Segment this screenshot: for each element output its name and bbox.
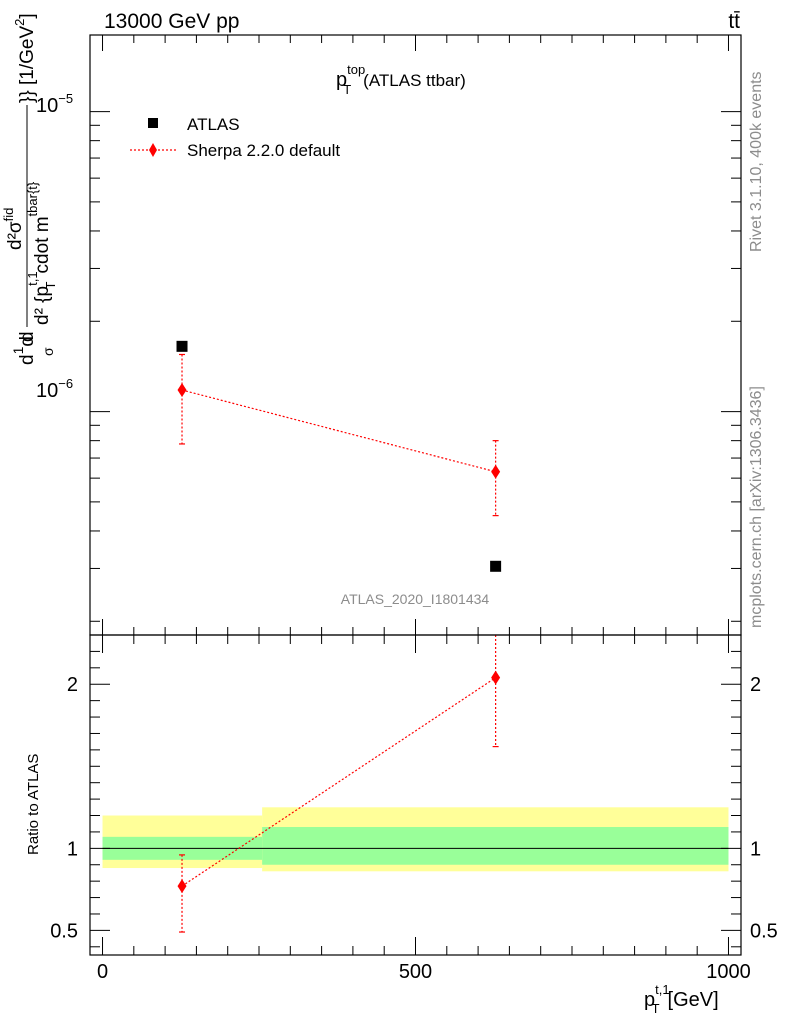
ratio-ytick-label-right: 0.5 xyxy=(750,920,778,942)
atlas-data-point xyxy=(176,340,188,352)
ratio-ytick-label-right: 1 xyxy=(750,838,761,860)
ratio-ytick-label-left: 0.5 xyxy=(50,920,78,942)
svg-text:σ: σ xyxy=(40,347,56,356)
ratio-tick-labels: 0.5 0.5 1 1 2 2 0 500 1000 xyxy=(50,674,778,983)
ratio-sherpa-data-point xyxy=(491,670,501,685)
ratio-ticks xyxy=(90,635,741,955)
main-panel: 10−5 10−6 ptop T (ATLAS ttbar) ATLAS Sherp… xyxy=(1,13,742,636)
legend: ATLAS Sherpa 2.2.0 default xyxy=(130,115,340,160)
rivet-label: Rivet 3.1.10, 400k events xyxy=(748,71,765,252)
svg-text:d: d xyxy=(17,331,38,342)
ratio-ytick-label-left: 2 xyxy=(67,674,78,696)
main-title: ptop T (ATLAS ttbar) xyxy=(336,62,466,97)
ytick-label-1e-6: 10−6 xyxy=(36,376,73,402)
ratio-ytick-label-left: 1 xyxy=(67,838,78,860)
main-ticks xyxy=(90,35,741,635)
ratio-ytick-label-right: 2 xyxy=(750,674,761,696)
analysis-watermark: ATLAS_2020_I1801434 xyxy=(341,591,490,607)
ratio-sherpa-data-point xyxy=(177,879,187,894)
ratio-bands-group xyxy=(102,807,729,872)
sherpa-data-point xyxy=(177,383,187,398)
svg-text:d²σfid: d²σfid xyxy=(1,208,26,250)
sherpa-data-point xyxy=(491,464,501,479)
main-series-group xyxy=(176,340,502,572)
svg-text:d1d: d1d xyxy=(10,336,38,365)
ratio-xtick-label: 1000 xyxy=(706,961,751,983)
ratio-ylabel: Ratio to ATLAS xyxy=(25,754,42,855)
atlas-data-point xyxy=(490,560,502,572)
ratio-xtick-label: 0 xyxy=(97,961,108,983)
ratio-xtick-label: 500 xyxy=(399,961,432,983)
ratio-sherpa-line xyxy=(181,677,496,887)
ytick-label-1e-5: 10−5 xyxy=(36,91,73,117)
mcplots-label: mcplots.cern.ch [arXiv:1306.3436] xyxy=(748,386,765,628)
main-ylabel: d1d σ d d²σfid d² {pt,1 Tcdot mtbar{t} }}… xyxy=(1,13,58,365)
legend-atlas-label: ATLAS xyxy=(187,115,240,134)
legend-sherpa-marker xyxy=(149,143,157,157)
legend-sherpa-label: Sherpa 2.2.0 default xyxy=(187,141,340,160)
ratio-series-group xyxy=(177,635,501,933)
sherpa-line xyxy=(181,389,496,473)
header-right: tt̄ xyxy=(728,10,740,33)
ratio-xlabel: pt,1 T [GeV] xyxy=(644,982,719,1016)
ratio-frame xyxy=(89,634,742,956)
ratio-panel: 0.5 0.5 1 1 2 2 0 500 1000 Ratio to ATLAS pt,1 T[… xyxy=(25,634,778,1016)
header-left: 13000 GeV pp xyxy=(104,10,239,33)
ratio-band-inner xyxy=(262,827,729,865)
svg-text:}} [1/GeV2]: }} [1/GeV2] xyxy=(12,13,38,103)
legend-atlas-marker xyxy=(148,118,158,128)
